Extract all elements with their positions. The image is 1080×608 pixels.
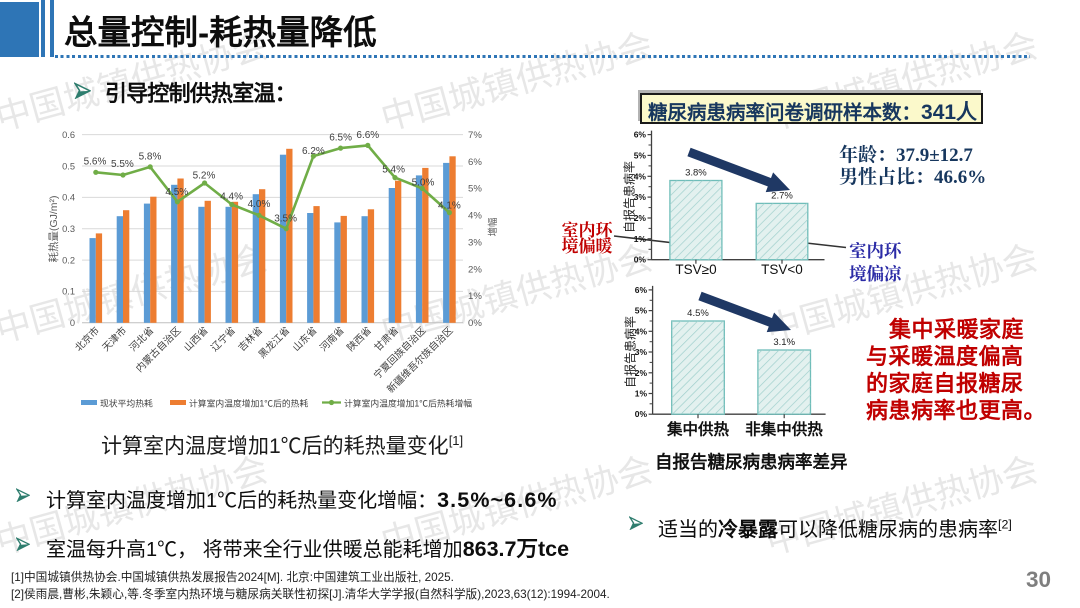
svg-text:计算室内温度增加1℃后热耗增幅: 计算室内温度增加1℃后热耗增幅 xyxy=(344,398,472,409)
svg-text:0.3: 0.3 xyxy=(62,224,75,234)
svg-text:1%: 1% xyxy=(634,234,647,244)
svg-text:4%: 4% xyxy=(635,326,648,336)
svg-text:3%: 3% xyxy=(634,192,647,202)
svg-text:4%: 4% xyxy=(634,171,647,181)
svg-text:内蒙古自治区: 内蒙古自治区 xyxy=(133,324,184,375)
svg-text:北京市: 北京市 xyxy=(72,324,102,354)
svg-text:5.4%: 5.4% xyxy=(382,165,405,176)
svg-text:2%: 2% xyxy=(468,264,482,275)
svg-text:3.8%: 3.8% xyxy=(685,168,707,179)
svg-text:5%: 5% xyxy=(635,306,648,316)
svg-text:山西省: 山西省 xyxy=(181,324,211,354)
svg-text:计算室内温度增加1℃后的热耗: 计算室内温度增加1℃后的热耗 xyxy=(189,398,308,409)
svg-text:3%: 3% xyxy=(468,238,482,249)
svg-text:5.2%: 5.2% xyxy=(193,171,216,182)
svg-text:5.5%: 5.5% xyxy=(111,159,134,170)
svg-text:TSV<0: TSV<0 xyxy=(761,262,803,277)
svg-text:非集中供热: 非集中供热 xyxy=(745,420,823,439)
svg-text:2.7%: 2.7% xyxy=(771,190,793,201)
svg-text:陕西省: 陕西省 xyxy=(344,324,374,354)
svg-text:6%: 6% xyxy=(634,130,647,140)
svg-text:山东省: 山东省 xyxy=(290,324,320,354)
svg-text:TSV≥0: TSV≥0 xyxy=(675,262,716,277)
svg-text:5.8%: 5.8% xyxy=(139,152,162,163)
svg-text:0%: 0% xyxy=(635,409,648,419)
svg-text:4%: 4% xyxy=(468,211,482,222)
svg-text:4.1%: 4.1% xyxy=(438,201,461,212)
svg-text:0.6: 0.6 xyxy=(62,130,75,140)
svg-text:辽宁省: 辽宁省 xyxy=(208,324,238,354)
svg-text:0: 0 xyxy=(70,318,75,328)
svg-text:自报告患病率: 自报告患病率 xyxy=(622,161,637,233)
svg-text:0.5: 0.5 xyxy=(62,161,75,171)
svg-text:3%: 3% xyxy=(635,347,648,357)
svg-text:3.1%: 3.1% xyxy=(773,337,795,348)
svg-text:0.1: 0.1 xyxy=(62,287,75,297)
svg-text:4.0%: 4.0% xyxy=(248,199,271,210)
svg-text:4.5%: 4.5% xyxy=(165,187,188,198)
svg-text:3.5%: 3.5% xyxy=(274,214,297,225)
svg-text:2%: 2% xyxy=(634,213,647,223)
svg-text:现状平均热耗: 现状平均热耗 xyxy=(100,398,153,409)
svg-text:1%: 1% xyxy=(635,389,648,399)
svg-text:4.5%: 4.5% xyxy=(687,308,709,319)
svg-text:5%: 5% xyxy=(634,150,647,160)
svg-text:0%: 0% xyxy=(468,318,482,329)
svg-text:集中供热: 集中供热 xyxy=(666,420,730,439)
svg-text:6.5%: 6.5% xyxy=(329,133,352,144)
svg-text:5%: 5% xyxy=(468,184,482,195)
svg-text:4.4%: 4.4% xyxy=(220,192,243,203)
svg-text:0.4: 0.4 xyxy=(62,193,75,203)
svg-text:1%: 1% xyxy=(468,291,482,302)
svg-text:自报告患病率: 自报告患病率 xyxy=(623,316,638,388)
svg-text:5.0%: 5.0% xyxy=(412,178,435,189)
svg-text:5.6%: 5.6% xyxy=(84,157,107,168)
svg-text:天津市: 天津市 xyxy=(99,324,129,354)
svg-text:耗热量(GJ/m²): 耗热量(GJ/m²) xyxy=(47,195,60,262)
svg-text:6.2%: 6.2% xyxy=(302,146,325,157)
svg-text:6.6%: 6.6% xyxy=(356,130,379,141)
svg-text:0.2: 0.2 xyxy=(62,255,75,265)
svg-text:6%: 6% xyxy=(635,285,648,295)
svg-text:河南省: 河南省 xyxy=(317,324,347,354)
svg-text:6%: 6% xyxy=(468,157,482,168)
svg-text:7%: 7% xyxy=(468,130,482,141)
svg-text:0%: 0% xyxy=(634,255,647,265)
svg-text:2%: 2% xyxy=(635,368,648,378)
svg-text:增幅: 增幅 xyxy=(487,217,499,237)
